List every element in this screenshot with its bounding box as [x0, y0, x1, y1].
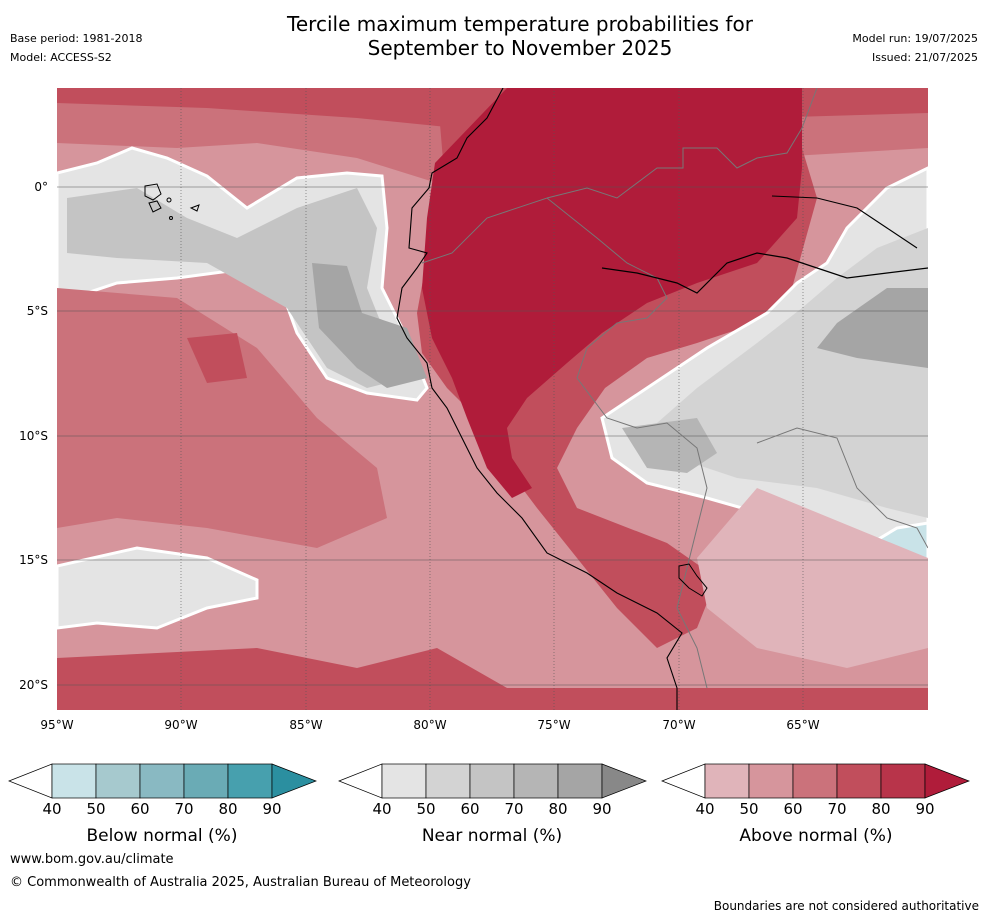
colorbar-above-tick: 50	[739, 800, 759, 818]
colorbar-below-tick: 40	[42, 800, 62, 818]
near-normal-60-north	[67, 188, 407, 388]
colorbar-near-normal	[338, 763, 647, 799]
lon-label-90w: 90°W	[164, 718, 198, 732]
coastline	[396, 88, 683, 710]
colorbar-near-segment	[425, 763, 471, 799]
colorbar-above-segment	[792, 763, 838, 799]
lat-label-5s: 5°S	[26, 304, 48, 318]
footer-copyright: © Commonwealth of Australia 2025, Austra…	[10, 875, 471, 890]
model-name: Model: ACCESS-S2	[10, 51, 112, 64]
colorbar-above-segment	[704, 763, 750, 799]
colorbar-below-normal	[8, 763, 317, 799]
colorbar-near-extend-low	[338, 763, 383, 799]
lon-label-75w: 75°W	[537, 718, 571, 732]
colorbar-near-tick: 60	[460, 800, 480, 818]
colorbar-above-tick: 90	[915, 800, 935, 818]
colorbar-above-tick: 80	[871, 800, 891, 818]
colorbar-near-tick: 50	[416, 800, 436, 818]
lat-label-10s: 10°S	[19, 429, 48, 443]
near-normal-50-east	[657, 228, 928, 518]
colorbar-near-extend-high	[601, 763, 647, 799]
near-normal-region-southwest	[57, 546, 259, 630]
galapagos-islands	[144, 183, 200, 220]
lon-label-95w: 95°W	[40, 718, 74, 732]
contour-above-40-south	[697, 488, 928, 668]
colorbar-above-segment	[836, 763, 882, 799]
map-title-line1: Tercile maximum temperature probabilitie…	[287, 12, 753, 36]
colorbar-near-tick: 80	[548, 800, 568, 818]
colorbar-below-segment	[95, 763, 141, 799]
colorbar-above-tick: 70	[827, 800, 847, 818]
colorbar-below-segment	[51, 763, 97, 799]
contour-above-90-core	[422, 88, 802, 498]
lon-label-80w: 80°W	[413, 718, 447, 732]
coastline-north-brazil	[771, 195, 918, 249]
colorbar-below-tick: 70	[174, 800, 194, 818]
colorbar-below-segment	[227, 763, 273, 799]
colorbar-label-near: Near normal (%)	[421, 826, 563, 846]
issued-date: Issued: 21/07/2025	[871, 51, 978, 64]
colorbar-near-tick: 90	[592, 800, 612, 818]
lon-label-85w: 85°W	[289, 718, 323, 732]
colorbar-below-tick: 50	[86, 800, 106, 818]
colorbar-label-below: Below normal (%)	[86, 826, 238, 846]
colorbar-above-tick: 40	[695, 800, 715, 818]
colorbar-above-normal	[661, 763, 970, 799]
colorbar-below-extend-low	[8, 763, 53, 799]
model-run: Model run: 19/07/2025	[852, 32, 978, 45]
colorbar-above-extend-high	[924, 763, 970, 799]
graticule	[57, 88, 928, 710]
near-normal-80-east	[817, 288, 928, 368]
colorbar-near-tick: 70	[504, 800, 524, 818]
border-north	[546, 88, 818, 199]
colorbar-near-segment	[381, 763, 427, 799]
colorbar-near-tick: 40	[372, 800, 392, 818]
lat-label-20s: 20°S	[19, 678, 48, 692]
amazon-river	[601, 252, 928, 294]
colorbar-below-tick: 90	[262, 800, 282, 818]
colorbar-below-segment	[139, 763, 185, 799]
colorbar-near-segment	[513, 763, 559, 799]
footer-url: www.bom.gov.au/climate	[10, 852, 174, 867]
border-east	[756, 427, 928, 549]
map-title-line2: September to November 2025	[367, 36, 673, 60]
near-normal-70-east	[622, 418, 717, 473]
colorbar-label-above: Above normal (%)	[739, 826, 893, 846]
colorbar-below-segment	[183, 763, 229, 799]
contour-above-70-patch	[187, 333, 247, 383]
colorbar-near-segment	[469, 763, 515, 799]
colorbar-below-tick: 60	[130, 800, 150, 818]
colorbar-below-extend-high	[271, 763, 317, 799]
map-title: Tercile maximum temperature probabilitie…	[0, 12, 988, 60]
colorbar-above-extend-low	[661, 763, 706, 799]
contour-above-70-south	[57, 648, 928, 710]
lat-label-0: 0°	[34, 180, 48, 194]
colorbar-below-tick: 80	[218, 800, 238, 818]
colorbar-above-segment	[880, 763, 926, 799]
colorbar-above-segment	[748, 763, 794, 799]
lon-label-70w: 70°W	[662, 718, 696, 732]
lon-label-65w: 65°W	[786, 718, 820, 732]
colorbar-above-tick: 60	[783, 800, 803, 818]
near-normal-80-north	[312, 263, 427, 388]
lake-titicaca	[678, 563, 708, 597]
contour-above-60-west	[57, 288, 387, 548]
boundary-disclaimer: Boundaries are not considered authoritat…	[713, 899, 979, 913]
colorbar-near-segment	[557, 763, 603, 799]
probability-map	[57, 88, 928, 710]
lat-label-15s: 15°S	[19, 553, 48, 567]
base-period: Base period: 1981-2018	[10, 32, 143, 45]
country-borders	[421, 197, 708, 689]
